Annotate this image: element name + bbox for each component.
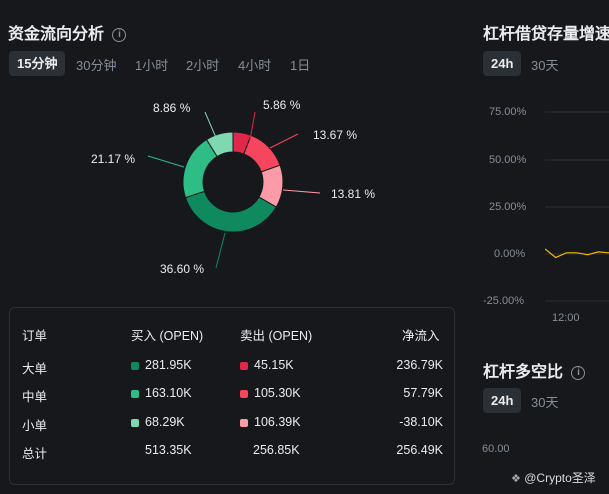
table-row-large-name: 大单: [22, 362, 48, 376]
table-row-total-net: 256.49K: [396, 443, 443, 457]
table-cell: 163.10K: [145, 386, 192, 400]
tab-1h[interactable]: 1小时: [135, 58, 169, 73]
table-header-net: 净流入: [402, 329, 440, 343]
table-header-order: 订单: [22, 329, 48, 343]
watermark-text: @Crypto圣泽: [524, 471, 596, 485]
info-icon[interactable]: i: [112, 27, 127, 42]
table-cell: 106.39K: [254, 415, 301, 429]
legend-swatch: [240, 418, 248, 427]
leader-buy-medium: [147, 155, 185, 168]
watermark: ❖ @Crypto圣泽: [511, 469, 596, 486]
tab-2h[interactable]: 2小时: [186, 58, 220, 73]
legend-swatch: [131, 361, 139, 370]
legend-swatch: [240, 389, 248, 398]
tab-1d[interactable]: 1日: [290, 58, 311, 73]
table-cell: 68.29K: [145, 415, 185, 429]
table-row-small-buy: 68.29K: [131, 415, 185, 429]
tab-30min[interactable]: 30分钟: [76, 58, 117, 73]
table-cell: 281.95K: [145, 358, 192, 372]
table-row-medium-name: 中单: [22, 390, 48, 404]
table-row-large-net: 236.79K: [396, 358, 443, 372]
table-cell: 45.15K: [254, 358, 294, 372]
legend-swatch: [131, 418, 139, 427]
table-row-small-name: 小单: [22, 419, 48, 433]
page-title-text: 资金流向分析: [8, 26, 105, 43]
binance-square-icon: ❖: [511, 473, 521, 485]
table-row-total-sell: 256.85K: [253, 443, 300, 457]
label-buy-small: 8.86 %: [153, 101, 191, 115]
x-tick-1200: 12:00: [552, 312, 580, 324]
legend-swatch: [240, 361, 248, 370]
leader-buy-small: [204, 111, 218, 141]
order-flow-table: [9, 307, 455, 485]
legend-swatch: [131, 389, 139, 398]
donut-slice: [243, 134, 281, 173]
table-row-medium-buy: 163.10K: [131, 386, 192, 400]
tab-4h[interactable]: 4小时: [238, 58, 272, 73]
long-short-ratio-title-text: 杠杆多空比: [483, 364, 564, 381]
table-row-small-net: -38.10K: [399, 415, 443, 429]
info-icon[interactable]: i: [571, 365, 586, 380]
y-tick-25: 25.00%: [489, 201, 527, 213]
fund-flow-donut-chart: [147, 111, 321, 269]
table-header-sell: 卖出 (OPEN): [240, 329, 313, 343]
label-sell-large: 5.86 %: [263, 98, 301, 112]
tab-30d-growth[interactable]: 30天: [531, 58, 559, 73]
label-sell-medium: 13.67 %: [313, 128, 358, 142]
table-row-medium-net: 57.79K: [403, 386, 443, 400]
label-buy-large: 36.60 %: [160, 262, 205, 276]
y-tick-minus25: -25.00%: [483, 295, 524, 307]
table-row-medium-sell: 105.30K: [240, 386, 301, 400]
leader-buy-large: [215, 232, 226, 269]
tab-30d-ratio[interactable]: 30天: [531, 395, 559, 410]
table-row-total-name: 总计: [22, 447, 48, 461]
y-tick-0: 0.00%: [494, 248, 526, 260]
table-row-large-sell: 45.15K: [240, 358, 294, 372]
table-header-buy: 买入 (OPEN): [131, 329, 204, 343]
tab-24h-ratio[interactable]: 24h: [483, 388, 522, 413]
leader-sell-medium: [269, 133, 299, 149]
y-tick-60: 60.00: [482, 443, 510, 455]
table-row-large-buy: 281.95K: [131, 358, 192, 372]
tab-24h-growth[interactable]: 24h: [483, 51, 522, 76]
page-title: 资金流向分析 i: [8, 20, 127, 44]
y-tick-50: 50.00%: [489, 154, 527, 166]
leverage-growth-chart: [545, 111, 609, 302]
leader-sell-small: [282, 189, 321, 194]
tab-15min[interactable]: 15分钟: [9, 51, 66, 76]
label-buy-medium: 21.17 %: [91, 152, 136, 166]
y-tick-75: 75.00%: [489, 106, 527, 118]
table-row-small-sell: 106.39K: [240, 415, 301, 429]
donut-slice: [205, 131, 234, 158]
leverage-growth-title: 杠杆借贷存量增速: [483, 26, 609, 43]
table-cell: 105.30K: [254, 386, 301, 400]
table-row-total-buy: 513.35K: [145, 443, 192, 457]
growth-series-line: [545, 248, 609, 259]
label-sell-small: 13.81 %: [331, 187, 376, 201]
long-short-ratio-title: 杠杆多空比 i: [483, 358, 586, 382]
leader-sell-large: [249, 111, 256, 141]
